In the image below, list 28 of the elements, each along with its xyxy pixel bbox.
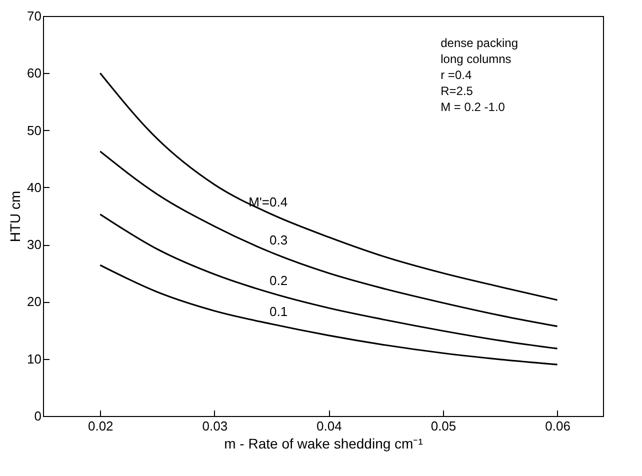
annotation: long columns <box>440 52 512 66</box>
y-tick-label: 40 <box>27 180 42 195</box>
series-label: M'=0.4 <box>248 194 288 210</box>
x-tick-label: 0.05 <box>430 418 456 434</box>
annotation: M = 0.2 -1.0 <box>440 100 506 114</box>
line-series <box>99 72 558 301</box>
series-label: 0.3 <box>269 232 288 248</box>
y-tick-label: 10 <box>27 351 42 366</box>
y-axis-title: HTU cm <box>7 190 24 242</box>
y-tick-label: 20 <box>27 294 42 310</box>
series-label: 0.2 <box>269 273 288 288</box>
line-series <box>99 264 558 366</box>
line-series <box>99 150 558 328</box>
annotation: dense packing <box>440 36 518 50</box>
annotation: r =0.4 <box>440 68 472 82</box>
series-label: 0.1 <box>269 304 288 319</box>
y-tick-label: 0 <box>34 408 42 424</box>
x-tick-label: 0.06 <box>545 418 570 434</box>
x-tick-label: 0.04 <box>316 418 342 434</box>
x-tick-label: 0.03 <box>202 418 228 434</box>
y-tick-label: 60 <box>27 66 42 81</box>
line-series <box>99 213 558 350</box>
x-tick-label: 0.02 <box>88 418 114 434</box>
y-tick-label: 50 <box>27 122 42 138</box>
x-axis-title: m - Rate of wake shedding cm⁻¹ <box>224 436 424 452</box>
y-tick-label: 30 <box>27 237 42 252</box>
annotation: R=2.5 <box>440 84 474 98</box>
y-tick-label: 70 <box>27 8 42 24</box>
